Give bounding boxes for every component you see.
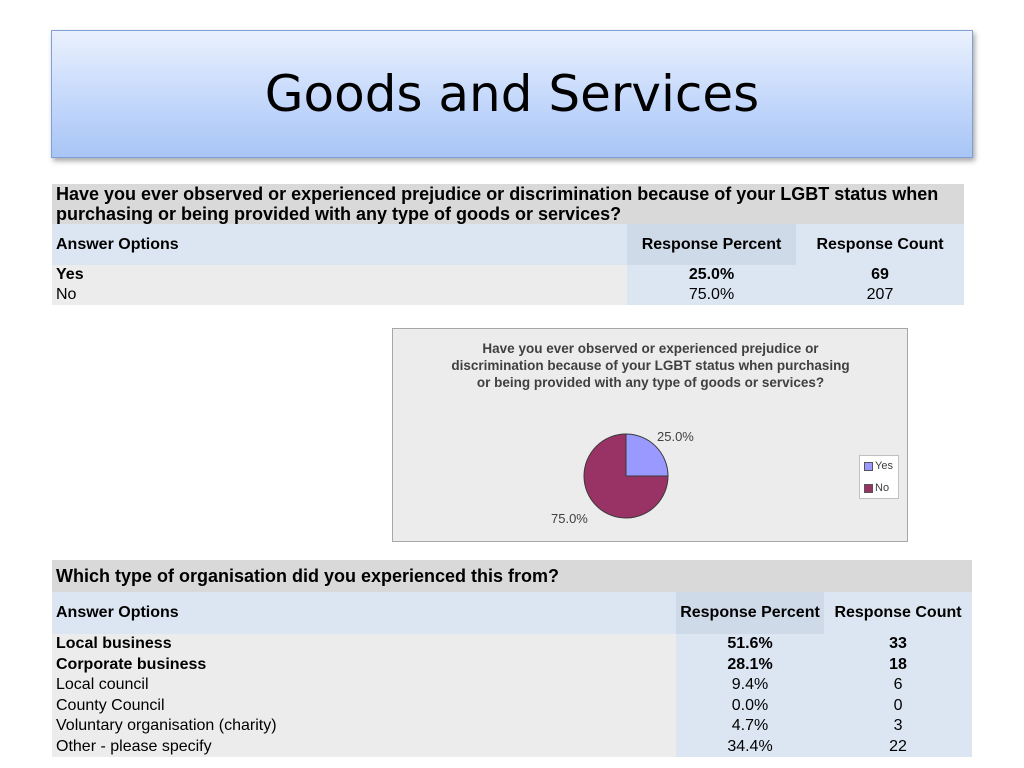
table-row: Corporate business 28.1% 18 bbox=[52, 654, 973, 675]
slide-title: Goods and Services bbox=[264, 65, 760, 123]
row-count: 22 bbox=[824, 736, 973, 757]
row-percent: 25.0% bbox=[627, 265, 796, 285]
row-label: Local business bbox=[52, 634, 676, 655]
legend-label-yes: Yes bbox=[875, 460, 893, 472]
table-row: No 75.0% 207 bbox=[52, 285, 965, 305]
table-row: Yes 25.0% 69 bbox=[52, 265, 965, 285]
row-percent: 51.6% bbox=[676, 634, 824, 655]
row-percent: 4.7% bbox=[676, 716, 824, 737]
slide-title-banner: Goods and Services bbox=[51, 30, 973, 158]
row-label: County Council bbox=[52, 695, 676, 716]
table-row: Local business 51.6% 33 bbox=[52, 634, 973, 655]
row-count: 207 bbox=[796, 285, 965, 305]
data-label-no: 75.0% bbox=[551, 511, 588, 526]
row-count: 3 bbox=[824, 716, 973, 737]
row-count: 6 bbox=[824, 675, 973, 696]
question-row: Have you ever observed or experienced pr… bbox=[52, 184, 965, 224]
row-percent: 28.1% bbox=[676, 654, 824, 675]
row-percent: 75.0% bbox=[627, 285, 796, 305]
header-response-count: Response Count bbox=[824, 592, 973, 634]
pie-slice-no bbox=[583, 433, 669, 519]
row-label: Voluntary organisation (charity) bbox=[52, 716, 676, 737]
data-label-yes: 25.0% bbox=[657, 429, 694, 444]
survey-table-organisation-type: Which type of organisation did you exper… bbox=[52, 560, 973, 757]
row-count: 69 bbox=[796, 265, 965, 285]
header-response-count: Response Count bbox=[796, 224, 965, 265]
row-percent: 9.4% bbox=[676, 675, 824, 696]
header-answer-options: Answer Options bbox=[52, 592, 676, 634]
legend-item-no: No bbox=[864, 482, 889, 494]
row-count: 33 bbox=[824, 634, 973, 655]
pie-chart-plot bbox=[583, 433, 669, 519]
chart-legend: Yes No bbox=[859, 455, 899, 499]
header-answer-options: Answer Options bbox=[52, 224, 627, 265]
row-label: Other - please specify bbox=[52, 736, 676, 757]
question-row: Which type of organisation did you exper… bbox=[52, 560, 973, 592]
row-label: Corporate business bbox=[52, 654, 676, 675]
pie-chart: Have you ever observed or experienced pr… bbox=[392, 328, 908, 542]
row-count: 0 bbox=[824, 695, 973, 716]
table-row: Other - please specify 34.4% 22 bbox=[52, 736, 973, 757]
chart-title: Have you ever observed or experienced pr… bbox=[451, 341, 850, 390]
pie-slice-yes bbox=[625, 433, 669, 477]
legend-item-yes: Yes bbox=[864, 460, 893, 472]
question-text: Have you ever observed or experienced pr… bbox=[52, 184, 965, 224]
legend-swatch-yes bbox=[864, 461, 873, 471]
row-count: 18 bbox=[824, 654, 973, 675]
row-label: No bbox=[52, 285, 627, 305]
question-text: Which type of organisation did you exper… bbox=[52, 560, 973, 592]
header-response-percent: Response Percent bbox=[676, 592, 824, 634]
header-response-percent: Response Percent bbox=[627, 224, 796, 265]
survey-table-goods-services: Have you ever observed or experienced pr… bbox=[52, 184, 965, 305]
row-label: Yes bbox=[52, 265, 627, 285]
legend-label-no: No bbox=[875, 482, 890, 494]
row-percent: 34.4% bbox=[676, 736, 824, 757]
table-row: County Council 0.0% 0 bbox=[52, 695, 973, 716]
header-row: Answer Options Response Percent Response… bbox=[52, 224, 965, 265]
header-row: Answer Options Response Percent Response… bbox=[52, 592, 973, 634]
row-percent: 0.0% bbox=[676, 695, 824, 716]
row-label: Local council bbox=[52, 675, 676, 696]
legend-swatch-no bbox=[864, 483, 873, 493]
table-row: Voluntary organisation (charity) 4.7% 3 bbox=[52, 716, 973, 737]
table-row: Local council 9.4% 6 bbox=[52, 675, 973, 696]
